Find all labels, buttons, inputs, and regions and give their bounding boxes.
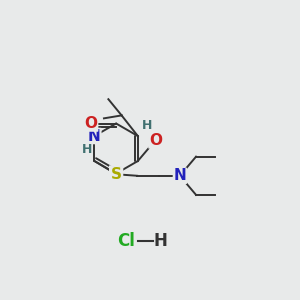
Text: H: H	[82, 143, 92, 156]
Text: O: O	[149, 133, 162, 148]
Text: S: S	[111, 167, 122, 182]
Text: H: H	[142, 119, 152, 132]
Text: N: N	[110, 166, 122, 181]
Text: N: N	[88, 128, 101, 143]
Text: Cl: Cl	[118, 232, 135, 250]
Text: H: H	[153, 232, 167, 250]
Text: N: N	[173, 168, 186, 183]
Text: O: O	[85, 116, 98, 131]
